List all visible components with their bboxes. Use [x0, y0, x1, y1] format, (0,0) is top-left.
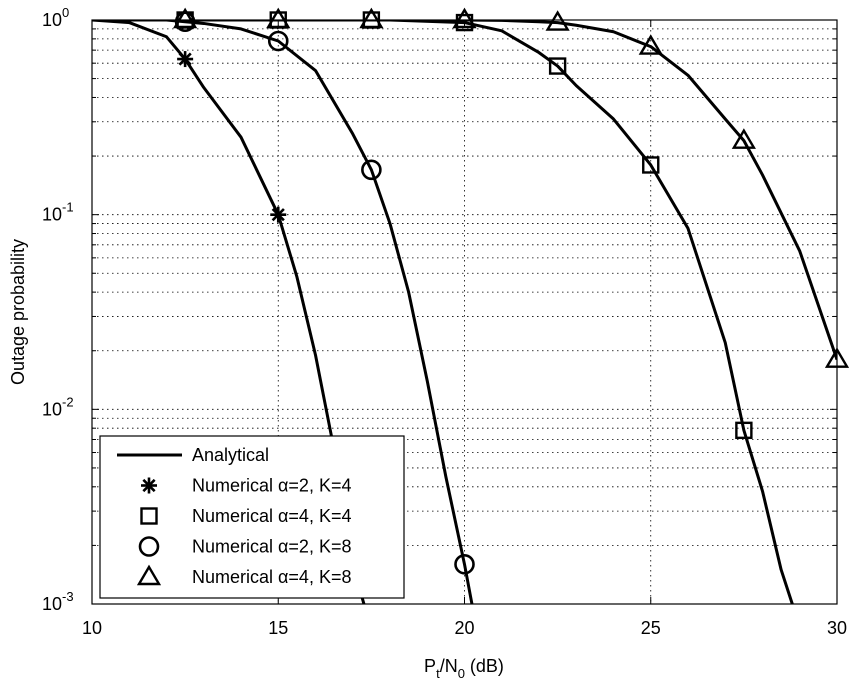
x-tick-label: 30	[827, 618, 847, 638]
data-point-square	[735, 421, 753, 440]
x-tick-label: 10	[82, 618, 102, 638]
analytical-curve	[92, 20, 794, 604]
data-point-triangle-shape	[359, 7, 384, 29]
legend-marker-asterisk	[141, 477, 157, 494]
legend-label: Analytical	[192, 445, 269, 465]
data-point-circle	[174, 11, 196, 33]
legend-box	[99, 435, 405, 599]
legend-entry: Numerical α=4, K=4	[140, 506, 351, 526]
marker-layer	[173, 7, 850, 575]
legend-entry: Numerical α=2, K=8	[138, 536, 351, 557]
y-tick-label: 10-2	[42, 394, 74, 419]
data-point-circle-shape	[267, 30, 289, 52]
data-point-triangle	[545, 10, 570, 31]
data-point-circle	[361, 159, 382, 181]
data-point-asterisk	[177, 51, 194, 68]
data-point-triangle	[359, 7, 384, 29]
data-point-circle	[267, 30, 289, 52]
data-point-square-shape	[735, 421, 753, 440]
data-point-square	[548, 57, 567, 75]
data-point-triangle	[173, 7, 198, 29]
legend-label: Numerical α=2, K=4	[192, 476, 351, 496]
analytical-curve	[92, 20, 837, 361]
data-point-square	[642, 156, 660, 174]
legend-marker-asterisk-stroke	[142, 478, 156, 493]
x-axis-label: Pt/N0 (dB)	[424, 656, 504, 681]
y-tick-label: 10-1	[42, 200, 74, 225]
legend-entry: Analytical	[117, 445, 269, 465]
data-point-circle	[454, 553, 475, 575]
data-point-triangle	[638, 34, 663, 55]
data-point-square-shape	[642, 156, 660, 174]
legend-entries: Analytical Numerical α=2, K=4 Numerical α=…	[117, 445, 351, 587]
axis-label-layer: Pt/N0 (dB) Outage probability	[8, 239, 504, 681]
data-point-asterisk-stroke	[178, 52, 192, 66]
data-point-circle-shape	[174, 11, 196, 33]
x-tick-label: 25	[641, 618, 661, 638]
legend-entry: Numerical α=2, K=4	[141, 476, 351, 496]
legend-entry: Numerical α=4, K=8	[136, 564, 351, 587]
data-point-circle-shape	[454, 553, 475, 575]
legend-marker-triangle	[136, 564, 162, 586]
tick-layer: 10 15 20 25 30 100 10-1 10-2 10-3	[42, 5, 847, 638]
legend-marker-square	[140, 507, 158, 525]
legend-marker-triangle-shape	[136, 564, 162, 586]
x-tick-label: 20	[454, 618, 474, 638]
x-tick-label: 15	[268, 618, 288, 638]
legend-label: Numerical α=4, K=8	[192, 567, 351, 587]
legend-marker-circle	[138, 536, 160, 557]
y-tick-label: 10-3	[42, 589, 74, 614]
data-point-circle-shape	[361, 159, 382, 181]
data-point-square-shape	[548, 57, 567, 75]
grid-layer	[92, 20, 837, 604]
data-point-triangle-shape	[638, 34, 663, 55]
legend: Analytical Numerical α=2, K=4 Numerical α=…	[99, 435, 405, 599]
y-axis-label: Outage probability	[8, 239, 28, 385]
data-point-triangle-shape	[173, 7, 198, 29]
legend-label: Numerical α=4, K=4	[192, 506, 351, 526]
data-point-triangle-shape	[545, 10, 570, 31]
legend-marker-square-shape	[140, 507, 158, 525]
legend-label: Numerical α=2, K=8	[192, 537, 351, 557]
data-point-triangle-shape	[731, 128, 756, 149]
y-tick-label: 100	[42, 5, 69, 30]
data-point-asterisk-stroke	[271, 208, 285, 222]
data-point-triangle	[731, 128, 756, 149]
legend-marker-circle-shape	[138, 536, 160, 557]
data-point-asterisk	[270, 206, 287, 223]
